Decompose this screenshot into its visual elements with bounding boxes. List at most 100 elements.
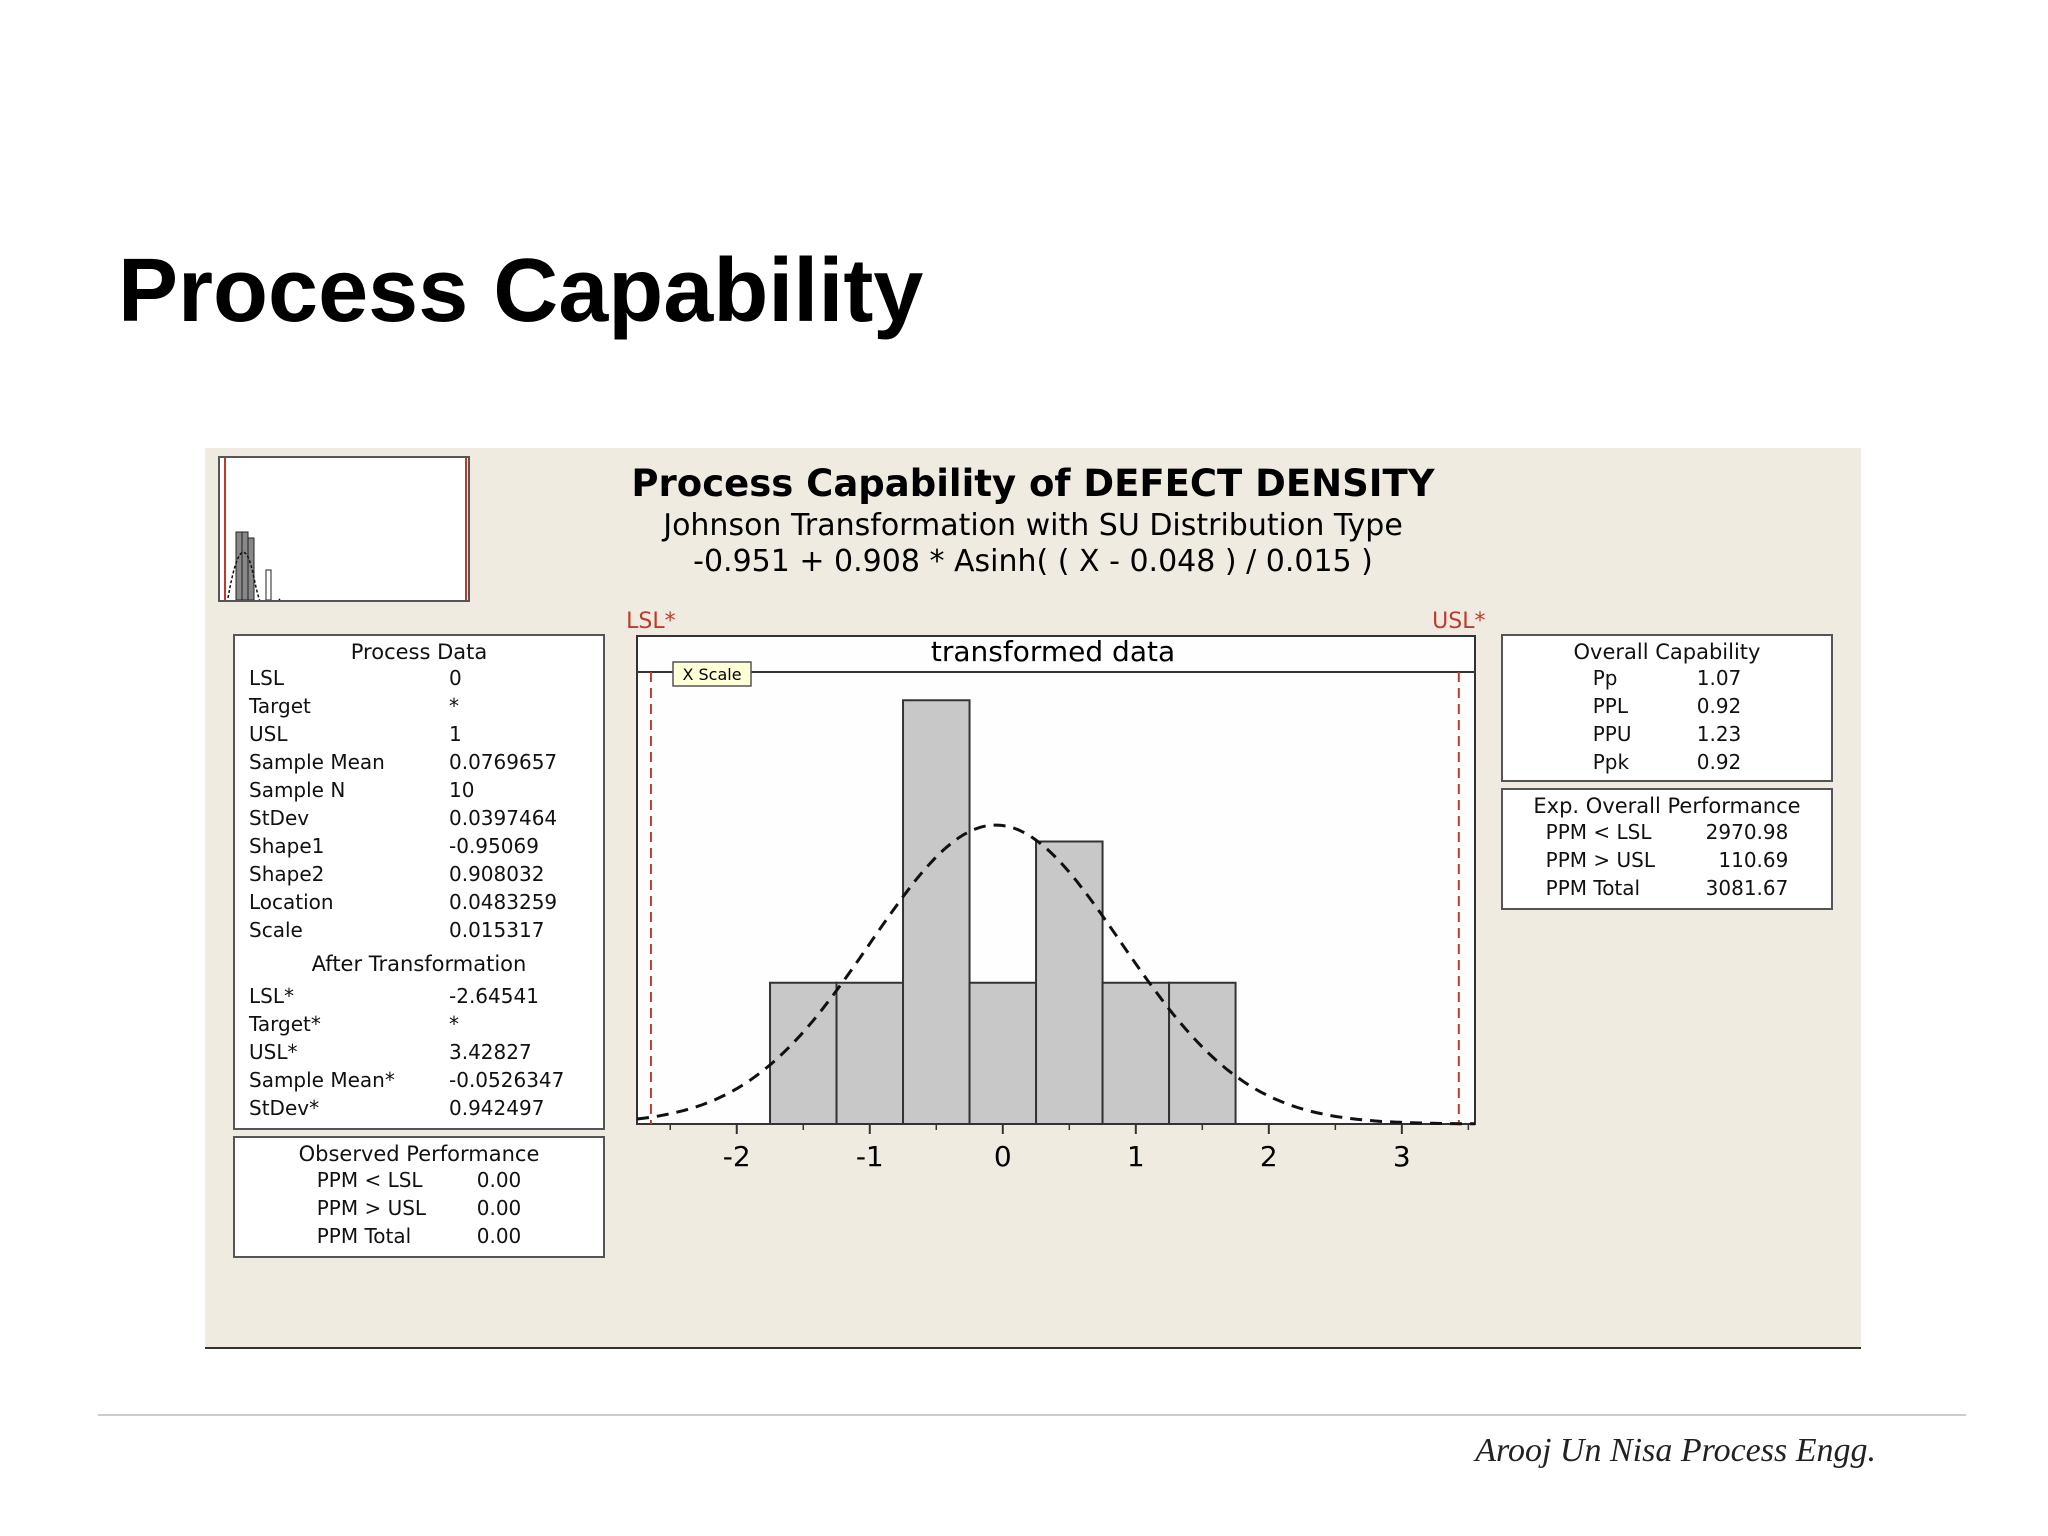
process-data-title: Process Data <box>350 640 488 664</box>
stat-value: 0.0769657 <box>449 750 558 774</box>
stat-row: LSL 0 <box>249 664 557 692</box>
x-tick-label: -1 <box>856 1140 884 1173</box>
x-tick-label: -2 <box>723 1140 751 1173</box>
stat-label: PPM < LSL <box>316 1168 423 1192</box>
stat-value: -0.0526347 <box>449 1068 565 1092</box>
normal-fit-curve <box>636 823 1475 1126</box>
stat-row: Target * <box>249 692 557 720</box>
stat-value: 0.92 <box>1696 750 1742 774</box>
x-scale-label: X Scale <box>682 665 741 684</box>
stat-row: LSL* -2.64541 <box>249 982 564 1010</box>
footer-divider <box>98 1414 1966 1416</box>
observed-performance-title: Observed Performance <box>298 1142 540 1166</box>
stat-label: Location <box>249 890 334 914</box>
stat-label: Target* <box>249 1012 321 1036</box>
stat-value: 0.0483259 <box>449 890 558 914</box>
stat-label: StDev <box>249 806 310 830</box>
expected-performance-table: PPM < LSL 2970.98 PPM > USL 110.69 PPM Total… <box>1546 818 1789 902</box>
capability-figure: Process Capability of DEFECT DENSITY Joh… <box>205 448 1861 1349</box>
x-tick-label: 0 <box>994 1140 1012 1173</box>
x-tick-label: 1 <box>1127 1140 1145 1173</box>
stat-label: Shape1 <box>249 834 325 858</box>
overall-capability-panel: Overall Capability Pp 1.07 PPL 0.92 PPU 1.23 P… <box>1501 634 1833 782</box>
stat-value: 0.00 <box>476 1168 522 1192</box>
stat-label: Sample Mean* <box>249 1068 395 1092</box>
stat-value: 110.69 <box>1718 848 1789 872</box>
x-tick-label: 3 <box>1393 1140 1411 1173</box>
histogram-bar <box>1101 981 1171 1125</box>
stat-value: 0.942497 <box>449 1096 545 1120</box>
stat-value: 0 <box>449 666 462 690</box>
stat-value: * <box>449 694 459 718</box>
histogram-bar <box>968 981 1038 1125</box>
stat-row: PPU 1.23 <box>1593 720 1742 748</box>
stat-value: 0.92 <box>1696 694 1742 718</box>
stat-row: Ppk 0.92 <box>1593 748 1742 776</box>
stat-row: Scale 0.015317 <box>249 916 557 944</box>
expected-performance-title: Exp. Overall Performance <box>1533 794 1801 818</box>
stat-label: PPL <box>1592 694 1628 718</box>
stat-value: 3081.67 <box>1705 876 1789 900</box>
spec-limit-label: USL* <box>1432 609 1485 634</box>
stat-row: Sample N 10 <box>249 776 557 804</box>
stat-label: PPM < LSL <box>1545 820 1652 844</box>
stat-label: USL <box>249 722 288 746</box>
stat-row: PPM > USL 0.00 <box>317 1194 522 1222</box>
stat-row: Sample Mean 0.0769657 <box>249 748 557 776</box>
chart-subtitle-1: Johnson Transformation with SU Distribut… <box>663 508 1403 543</box>
stat-value: 1.07 <box>1696 666 1742 690</box>
stat-label: PPM Total <box>316 1224 412 1248</box>
histogram-bar <box>835 981 905 1125</box>
slide-title: Process Capability <box>118 241 924 341</box>
stat-label: USL* <box>249 1040 298 1064</box>
stat-value: 0.0397464 <box>449 806 558 830</box>
stat-label: Sample Mean <box>249 750 385 774</box>
stat-row: Sample Mean* -0.0526347 <box>249 1066 564 1094</box>
stat-label: PPM > USL <box>316 1196 427 1220</box>
chart-title: Process Capability of DEFECT DENSITY <box>631 462 1435 505</box>
stat-label: PPU <box>1592 722 1632 746</box>
stat-row: Location 0.0483259 <box>249 888 557 916</box>
x-tick-label: 2 <box>1260 1140 1278 1173</box>
stat-label: Shape2 <box>249 862 325 886</box>
stat-row: USL 1 <box>249 720 557 748</box>
process-data-table: LSL 0 Target * USL 1 Sample Mean 0.0769657 Sampl… <box>249 664 557 944</box>
stat-label: Target <box>249 694 311 718</box>
stat-label: PPM > USL <box>1545 848 1655 872</box>
stat-value: -0.95069 <box>449 834 539 858</box>
process-data-panel: Process Data LSL 0 Target * USL 1 Sample Mean 0… <box>233 634 605 1130</box>
stat-value: -2.64541 <box>449 984 539 1008</box>
histogram-bar <box>902 699 971 1125</box>
expected-performance-panel: Exp. Overall Performance PPM < LSL 2970.9… <box>1501 788 1833 910</box>
stat-row: PPM Total 0.00 <box>317 1222 522 1250</box>
stat-row: PPM > USL 110.69 <box>1546 846 1789 874</box>
stat-row: PPM Total 3081.67 <box>1546 874 1789 902</box>
stat-label: Ppk <box>1592 750 1630 774</box>
stat-value: 0.00 <box>476 1196 522 1220</box>
thumbnail-preview <box>218 456 470 615</box>
stat-value: 1.23 <box>1696 722 1742 746</box>
histogram-bar <box>1035 840 1104 1125</box>
stat-row: StDev 0.0397464 <box>249 804 557 832</box>
stat-value: 1 <box>449 722 462 746</box>
stat-row: PPM < LSL 2970.98 <box>1546 818 1789 846</box>
x-scale-tag <box>672 661 752 687</box>
stat-label: Sample N <box>249 778 346 802</box>
stat-label: StDev* <box>249 1096 320 1120</box>
stat-row: PPL 0.92 <box>1593 692 1742 720</box>
stat-row: StDev* 0.942497 <box>249 1094 564 1122</box>
stat-label: PPM Total <box>1545 876 1641 900</box>
stat-label: LSL* <box>249 984 294 1008</box>
stat-value: 0.908032 <box>449 862 545 886</box>
stat-row: Pp 1.07 <box>1593 664 1742 692</box>
footer-author: Arooj Un Nisa Process Engg. <box>1475 1432 1876 1469</box>
stat-value: 0.00 <box>476 1224 522 1248</box>
overall-capability-title: Overall Capability <box>1573 640 1761 664</box>
spec-limit-label: LSL* <box>626 609 675 634</box>
stat-row: PPM < LSL 0.00 <box>317 1166 522 1194</box>
inner-title: transformed data <box>931 635 1175 668</box>
stat-value: 0.015317 <box>449 918 545 942</box>
stat-row: Shape2 0.908032 <box>249 860 557 888</box>
stat-label: Pp <box>1592 666 1618 690</box>
stat-row: USL* 3.42827 <box>249 1038 564 1066</box>
